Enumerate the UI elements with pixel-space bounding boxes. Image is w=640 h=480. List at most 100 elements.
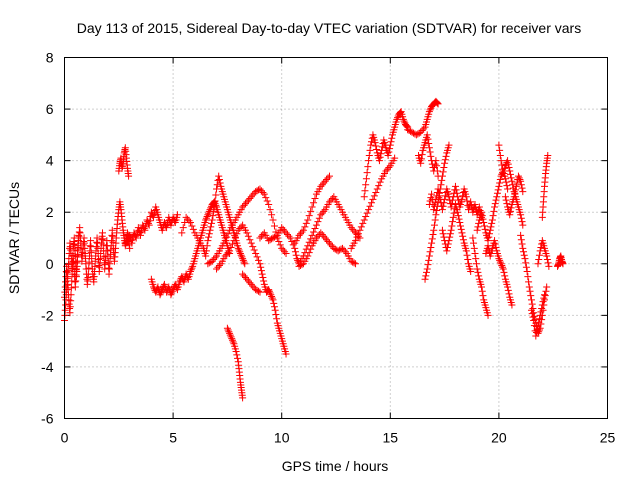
data-point-s6	[215, 176, 223, 184]
data-point-s22	[503, 182, 511, 190]
data-point-s16	[434, 100, 442, 108]
data-point-s8	[257, 263, 265, 271]
data-point-s27	[532, 332, 540, 340]
data-point-s21	[472, 255, 480, 263]
data-point-s7	[262, 194, 270, 202]
data-point-s2	[67, 291, 75, 299]
data-point-s11	[328, 194, 336, 202]
data-point-s10	[247, 280, 255, 288]
data-point-s8	[227, 243, 235, 251]
data-point-s14	[352, 237, 360, 245]
data-point-s18	[438, 172, 446, 180]
data-point-s25	[517, 177, 525, 185]
data-point-s12	[297, 230, 305, 238]
data-point-s16	[414, 130, 422, 138]
data-point-s6	[207, 223, 215, 231]
data-point-s19	[430, 206, 438, 214]
data-point-s7	[224, 230, 232, 238]
data-point-s12	[305, 212, 313, 220]
data-point-s11	[352, 229, 360, 237]
data-point-s22	[493, 189, 501, 197]
data-point-s14	[383, 165, 391, 173]
data-point-s9	[228, 335, 236, 343]
data-point-s5	[188, 264, 196, 272]
data-point-s19	[454, 196, 462, 204]
data-point-s29	[544, 151, 552, 159]
data-point-s11	[318, 209, 326, 217]
data-point-s22	[492, 196, 500, 204]
data-point-s1	[99, 241, 107, 249]
data-point-s8	[221, 252, 229, 260]
data-point-s14	[376, 178, 384, 186]
data-point-s1	[108, 226, 116, 234]
data-point-s24	[519, 221, 527, 229]
data-point-s22	[496, 176, 504, 184]
data-point-s16	[420, 125, 428, 133]
x-tick-label: 25	[600, 430, 616, 446]
data-point-s19	[440, 199, 448, 207]
data-point-s20	[443, 243, 451, 251]
data-point-s2	[75, 231, 83, 239]
data-point-s6	[208, 216, 216, 224]
data-point-s5	[168, 287, 176, 295]
data-point-s8	[265, 287, 273, 295]
data-point-s15	[377, 150, 385, 158]
data-point-s8	[273, 315, 281, 323]
data-point-s18	[432, 211, 440, 219]
data-point-s2	[67, 297, 75, 305]
data-point-s11	[305, 238, 313, 246]
data-point-s9	[223, 324, 231, 332]
data-point-s24	[495, 141, 503, 149]
data-point-s22	[480, 219, 488, 227]
data-point-s2	[73, 253, 81, 261]
data-point-s19	[435, 188, 443, 196]
data-point-s7	[281, 248, 289, 256]
data-point-s15	[375, 157, 383, 165]
data-point-s25	[507, 204, 515, 212]
data-point-s13	[325, 239, 333, 247]
data-point-s21	[478, 287, 486, 295]
data-point-s5	[167, 291, 175, 299]
data-point-s10	[255, 287, 263, 295]
data-point-s28	[543, 252, 551, 260]
data-point-s23	[498, 262, 506, 270]
data-point-s18	[430, 226, 438, 234]
data-point-s11	[281, 227, 289, 235]
data-point-s1	[70, 234, 78, 242]
data-point-s19	[428, 190, 436, 198]
data-point-s20	[459, 236, 467, 244]
data-point-s23	[485, 245, 493, 253]
data-point-s7	[242, 200, 249, 208]
data-point-s4	[141, 226, 149, 234]
data-point-s8	[257, 267, 265, 275]
data-point-s17	[427, 152, 435, 160]
y-tick-label: 8	[46, 50, 54, 66]
data-point-s24	[504, 160, 512, 168]
data-point-s1	[87, 237, 95, 245]
data-point-s19	[475, 203, 483, 211]
data-point-s4	[128, 239, 136, 247]
data-point-s10	[256, 288, 264, 296]
data-point-s22	[475, 219, 483, 227]
data-point-s13	[327, 241, 335, 249]
data-point-s5	[205, 209, 213, 217]
data-point-s24	[508, 177, 516, 185]
data-point-s13	[337, 245, 345, 253]
data-point-s27	[540, 294, 548, 302]
data-point-s15	[394, 114, 402, 122]
data-point-s12	[302, 219, 310, 227]
data-point-s25	[514, 172, 522, 180]
grid-lines	[64, 57, 608, 419]
data-point-s6	[241, 260, 249, 268]
data-point-s11	[320, 207, 328, 215]
data-point-s15	[387, 138, 395, 146]
data-point-s7	[239, 203, 247, 211]
data-point-s8	[244, 232, 252, 240]
data-point-s6	[236, 249, 244, 257]
data-point-s6	[240, 258, 248, 266]
data-point-s20	[464, 255, 472, 263]
data-point-s27	[538, 301, 546, 309]
data-point-s2	[66, 303, 74, 311]
data-point-s1	[104, 258, 112, 266]
data-point-s26	[528, 300, 536, 308]
